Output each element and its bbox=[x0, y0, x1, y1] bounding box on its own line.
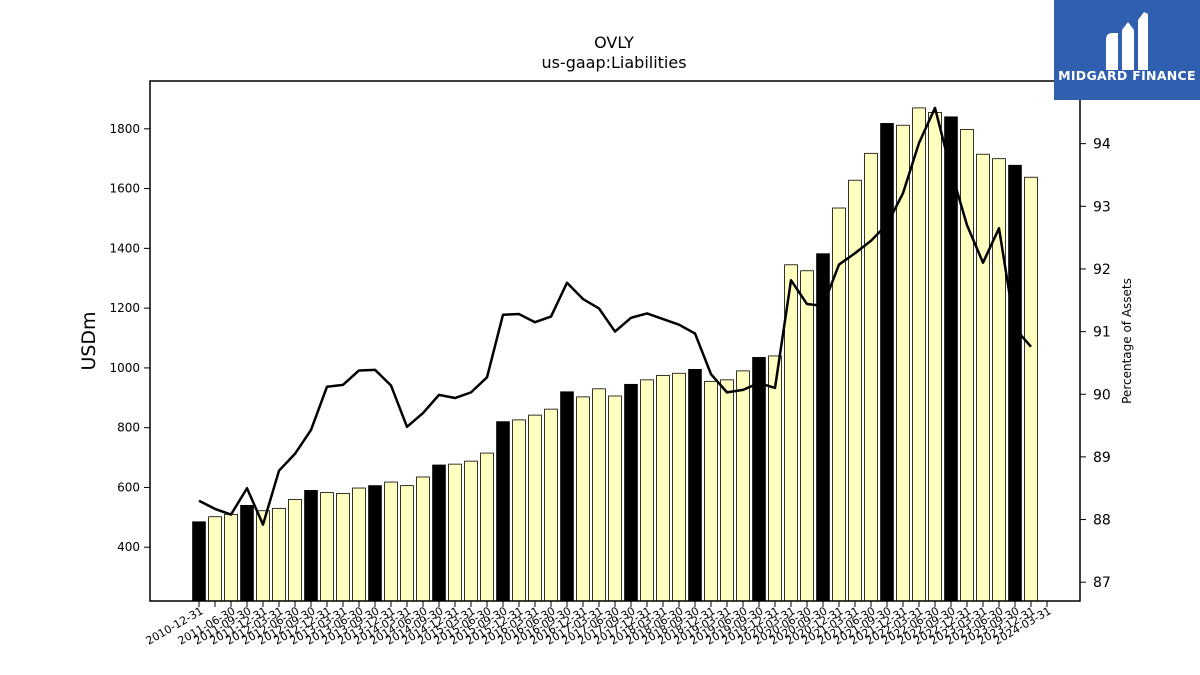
bar bbox=[688, 368, 702, 602]
line-series bbox=[198, 106, 1032, 526]
y-tick-label: 800 bbox=[117, 421, 140, 435]
bar bbox=[864, 152, 878, 602]
bar bbox=[800, 270, 814, 602]
y-tick-label: 400 bbox=[117, 540, 140, 554]
bar bbox=[448, 463, 462, 602]
bar bbox=[672, 372, 686, 602]
bar bbox=[304, 490, 318, 602]
bar bbox=[352, 487, 366, 602]
bar bbox=[480, 452, 494, 602]
y-axis-right: 87 88 89 90 91 92 93 94 bbox=[1080, 137, 1111, 591]
bar bbox=[336, 493, 350, 602]
y2-tick-label: 88 bbox=[1093, 513, 1111, 529]
y2-tick-label: 89 bbox=[1093, 450, 1111, 466]
y2-tick-label: 92 bbox=[1093, 262, 1111, 278]
bar bbox=[288, 498, 302, 602]
bar bbox=[432, 464, 446, 602]
bar bbox=[208, 516, 222, 602]
bar bbox=[320, 492, 334, 602]
chart-title: OVLY bbox=[594, 33, 634, 52]
bar bbox=[368, 485, 382, 602]
y2-tick-label: 91 bbox=[1093, 325, 1111, 341]
bar bbox=[528, 414, 542, 602]
bar bbox=[976, 153, 990, 602]
bar bbox=[768, 355, 782, 602]
bar bbox=[224, 513, 238, 602]
y-tick-label: 600 bbox=[117, 480, 140, 494]
y2-tick-label: 94 bbox=[1093, 137, 1111, 153]
bar bbox=[640, 379, 654, 602]
bar bbox=[512, 419, 526, 602]
bar bbox=[592, 388, 606, 602]
bar bbox=[704, 380, 718, 602]
bar bbox=[576, 396, 590, 602]
bar-series bbox=[192, 107, 1038, 602]
bar bbox=[192, 521, 206, 602]
bar bbox=[272, 507, 286, 602]
y-tick-label: 1400 bbox=[109, 241, 140, 255]
midgard-finance-logo: MIDGARD FINANCE bbox=[1054, 0, 1200, 100]
bar bbox=[384, 481, 398, 602]
line-path bbox=[198, 106, 1032, 526]
bar bbox=[928, 111, 942, 602]
logo-text: MIDGARD FINANCE bbox=[1058, 68, 1196, 83]
bar bbox=[992, 158, 1006, 602]
bar bbox=[720, 379, 734, 602]
bar bbox=[656, 374, 670, 602]
chart-subtitle: us-gaap:Liabilities bbox=[541, 53, 686, 72]
y2-tick-label: 93 bbox=[1093, 199, 1111, 215]
bar bbox=[560, 391, 574, 602]
y-tick-label: 1800 bbox=[109, 122, 140, 136]
y2-tick-label: 90 bbox=[1093, 387, 1111, 403]
y-axis-label: USDm bbox=[78, 311, 100, 370]
y-tick-label: 1200 bbox=[109, 301, 140, 315]
bar bbox=[416, 476, 430, 602]
bar bbox=[464, 460, 478, 602]
bar bbox=[400, 485, 414, 602]
bar bbox=[544, 408, 558, 602]
bar bbox=[960, 129, 974, 602]
bar bbox=[240, 504, 254, 602]
y2-axis-label: Percentage of Assets bbox=[1120, 278, 1134, 404]
x-axis: 2010-12-312011-06-302011-09-302011-12-31… bbox=[144, 601, 1054, 648]
bar bbox=[736, 370, 750, 602]
bar bbox=[848, 179, 862, 602]
bar bbox=[880, 123, 894, 602]
y-axis-left: 400 600 800 1000 1200 1400 1600 1800 bbox=[109, 122, 150, 554]
bar bbox=[896, 124, 910, 602]
y-tick-label: 1000 bbox=[109, 361, 140, 375]
bar bbox=[608, 395, 622, 602]
bar bbox=[496, 421, 510, 602]
bar bbox=[1008, 164, 1022, 602]
y-tick-label: 1600 bbox=[109, 182, 140, 196]
bar bbox=[1024, 176, 1038, 602]
y2-tick-label: 87 bbox=[1093, 575, 1111, 591]
bar bbox=[912, 107, 926, 602]
bar bbox=[624, 383, 638, 602]
logo-mark-icon bbox=[1106, 12, 1148, 70]
bar bbox=[752, 357, 766, 602]
